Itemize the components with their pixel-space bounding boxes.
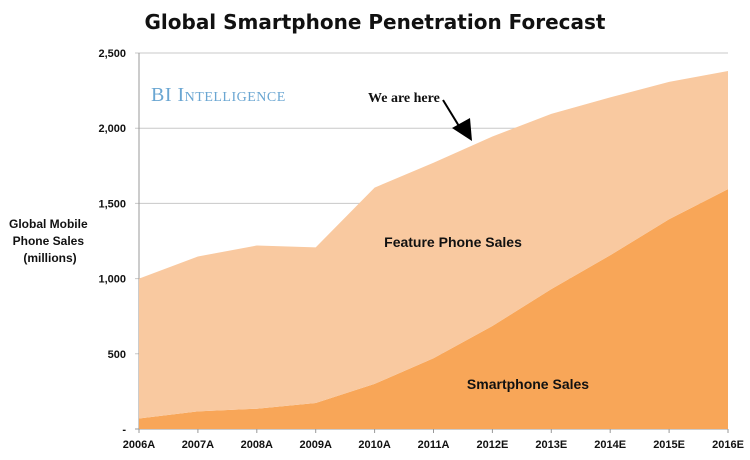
area-smartphone-sales [139, 189, 728, 429]
x-tick-label: 2006A [123, 439, 155, 451]
x-tick-label: 2016E [712, 439, 744, 451]
x-tick-label: 2009A [299, 439, 331, 451]
areas [139, 71, 728, 429]
y-tick-label: 500 [108, 349, 126, 361]
y-axis-label-line: Global Mobile [9, 217, 88, 231]
x-tick-label: 2014E [594, 439, 626, 451]
y-tick-label: 2,000 [98, 123, 126, 135]
y-axis-ticks: - 500 1,000 1,500 2,000 2,500 [98, 48, 126, 436]
x-tick-label: 2013E [535, 439, 567, 451]
y-tick-label: - [122, 424, 126, 436]
x-axis-ticks: 2006A 2007A 2008A 2009A 2010A 2011A 2012E 2013E… [123, 429, 744, 451]
y-axis-label-line: Phone Sales [13, 234, 85, 248]
x-tick-label: 2008A [241, 439, 273, 451]
annotation-arrow-icon [442, 99, 472, 141]
x-tick-label: 2015E [653, 439, 685, 451]
x-tick-label: 2012E [476, 439, 508, 451]
x-tick-label: 2011A [418, 439, 450, 451]
y-axis-label: Global Mobile Phone Sales (millions) [9, 217, 91, 265]
x-tick-label: 2007A [182, 439, 214, 451]
bi-intelligence-watermark: BI Intelligence [151, 84, 286, 106]
we-are-here-annotation: We are here [368, 91, 440, 106]
y-axis-label-line: (millions) [23, 251, 76, 265]
y-tick-label: 1,000 [98, 274, 126, 286]
y-tick-label: 2,500 [98, 48, 126, 60]
y-tick-label: 1,500 [98, 198, 126, 210]
chart-title: Global Smartphone Penetration Forecast [144, 10, 605, 34]
series-label-feature-phone: Feature Phone Sales [384, 234, 522, 250]
x-tick-label: 2010A [358, 439, 390, 451]
series-label-smartphone: Smartphone Sales [467, 376, 589, 392]
area-feature-phone-sales [139, 71, 728, 419]
